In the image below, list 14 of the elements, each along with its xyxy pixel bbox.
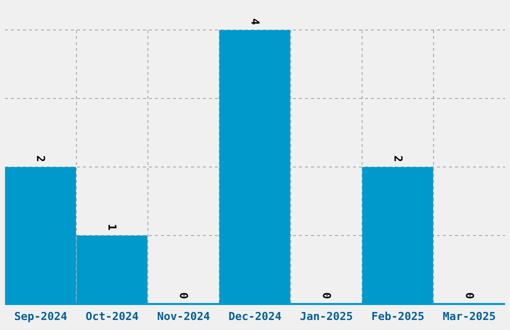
x-tick-label: Nov-2024: [157, 310, 210, 323]
x-tick-label: Sep-2024: [14, 310, 68, 323]
data-label: 4: [248, 18, 262, 26]
x-tick-label: Oct-2024: [86, 310, 140, 323]
data-label: 0: [462, 292, 476, 299]
x-tick-label: Dec-2024: [228, 310, 282, 323]
data-label: 0: [320, 292, 333, 299]
x-tick-label: Mar-2025: [442, 310, 496, 323]
data-label: 1: [106, 224, 119, 231]
data-label: 2: [34, 155, 48, 162]
x-tick-label: Jan-2025: [300, 310, 353, 323]
x-tick-label: Feb-2025: [371, 310, 424, 323]
data-label: 0: [177, 292, 190, 299]
data-label: 2: [391, 155, 404, 162]
